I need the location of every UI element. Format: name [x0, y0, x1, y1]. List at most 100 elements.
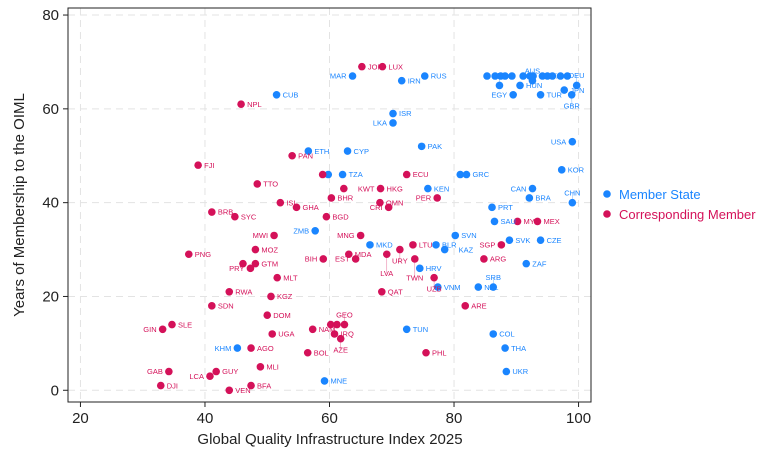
point-brb [208, 208, 216, 216]
point-hkg [376, 184, 385, 193]
series-member-state [233, 72, 581, 385]
point-kgz [267, 292, 275, 301]
point-label: AZE [333, 345, 348, 354]
point-label: CHN [564, 188, 580, 197]
point-sgp [497, 241, 506, 249]
point-sdn [208, 302, 216, 310]
point-kaz [440, 245, 449, 254]
point-pak [417, 142, 426, 151]
point-label: VEN [235, 386, 250, 395]
point-label: TTO [263, 180, 278, 189]
point-mne [320, 377, 329, 385]
point-label: GHA [303, 203, 319, 212]
point-egy [509, 90, 517, 99]
point-label: TUR [547, 90, 563, 99]
point-label: IRN [408, 76, 421, 85]
point-unlabeled [324, 170, 333, 179]
point-guy [212, 367, 220, 376]
gridlines [68, 8, 591, 402]
point-label: SYC [241, 212, 257, 221]
point-mys [513, 217, 522, 226]
point-hrv [415, 264, 424, 273]
point-unlabeled [556, 72, 565, 80]
point-bol [303, 348, 312, 357]
point-gtm [251, 259, 260, 268]
point-label: BIH [305, 255, 318, 264]
point-label: GUY [222, 367, 238, 376]
point-label: MKD [376, 241, 393, 250]
point-label: ARE [471, 302, 486, 311]
x-tick-label: 100 [566, 410, 591, 427]
point-label: KOR [568, 166, 585, 175]
point-label: DOM [273, 311, 291, 320]
point-unlabeled [491, 72, 499, 80]
point-lux [378, 62, 387, 71]
point-label: MAR [330, 72, 347, 81]
x-axis-title: Global Quality Infrastructure Index 2025 [197, 431, 462, 448]
y-axis-title: Years of Membership to the OIML [11, 93, 28, 317]
point-label: LCA [189, 372, 204, 381]
point-label: MYS [524, 217, 540, 226]
point-rwa [225, 287, 234, 296]
point-label: LKA [373, 119, 387, 128]
data-points [156, 62, 581, 395]
point-cyp [343, 147, 352, 155]
point-label: SGP [479, 241, 495, 250]
point-label: THA [511, 344, 526, 353]
point-label: PER [416, 194, 432, 203]
point-label: KHM [215, 344, 232, 353]
point-label: USA [551, 137, 566, 146]
point-zaf [522, 259, 531, 268]
point-kor [557, 166, 566, 174]
x-tick-label: 40 [197, 410, 214, 427]
point-unlabeled [239, 259, 247, 268]
point-unlabeled [519, 72, 527, 80]
point-label: AUS [525, 66, 540, 75]
point-mar [348, 72, 357, 80]
point-irq [330, 330, 339, 338]
point-unlabeled [326, 320, 335, 329]
point-label: BOL [314, 348, 329, 357]
point-label: BGD [332, 212, 349, 221]
point-label: BRA [535, 194, 550, 203]
point-label: LVA [380, 269, 393, 278]
point-rus [420, 72, 429, 80]
point-label: VNM [444, 283, 461, 292]
point-mda [345, 250, 353, 259]
point-label: GTM [261, 259, 278, 268]
point-label: MWI [253, 231, 268, 240]
point-khm [233, 344, 242, 352]
point-label: ARG [490, 255, 506, 264]
point-cri [384, 203, 393, 212]
point-bra [525, 194, 534, 202]
point-arg [480, 255, 488, 263]
point-label: PRT [498, 203, 513, 212]
point-labels: MKD SAU HUN JPN LTU BLR HRV SVK EGY TUR DEU GBR AUS I… [143, 62, 584, 395]
point-ukr [502, 367, 511, 376]
point-label: MLT [283, 273, 298, 282]
point-label: SDN [218, 302, 234, 311]
point-lka [389, 119, 397, 127]
point-gha [292, 203, 301, 212]
point-label: ZMB [293, 226, 309, 235]
point-omn [376, 198, 384, 207]
point-label: BEL [492, 71, 506, 80]
point-dji [156, 381, 165, 390]
point-label: CUB [283, 90, 299, 99]
point-label: FJI [204, 161, 214, 170]
point-label: GIN [143, 325, 156, 334]
point-label: UKR [512, 367, 528, 376]
point-label: SRB [486, 273, 501, 282]
point-label: KAZ [459, 245, 474, 254]
point-usa [568, 137, 577, 146]
point-gbr [567, 90, 576, 99]
point-tur [536, 90, 545, 99]
point-label: ITA [550, 72, 561, 81]
legend-marker-corresponding-member [603, 210, 611, 218]
point-npl [237, 100, 245, 108]
point-ven [225, 386, 234, 395]
point-label: GBR [564, 101, 581, 110]
point-label: SAU [500, 217, 515, 226]
point-unlabeled [318, 170, 327, 179]
